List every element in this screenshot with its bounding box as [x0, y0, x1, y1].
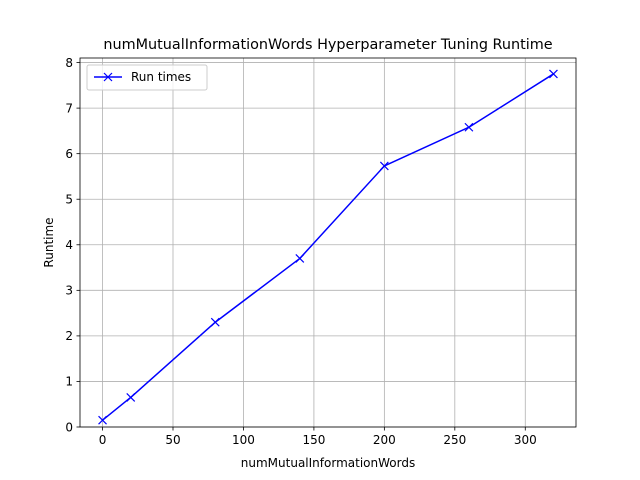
data-point-marker [98, 415, 107, 425]
legend-entry-run-times: Run times [131, 70, 191, 84]
x-tick-label: 0 [99, 433, 107, 447]
x-tick-label: 150 [302, 433, 325, 447]
x-tick-label: 250 [443, 433, 466, 447]
y-tick-label: 2 [65, 329, 73, 343]
chart-title: numMutualInformationWords Hyperparameter… [103, 37, 552, 53]
x-tick-label: 200 [373, 433, 396, 447]
y-tick-label: 6 [65, 147, 73, 161]
axis-ticks: 0 50 100 150 200 250 300 0 1 2 3 4 5 6 7 8 [65, 56, 536, 447]
data-point-marker [464, 122, 474, 132]
y-tick-label: 3 [65, 284, 73, 298]
x-axis-label: numMutualInformationWords [241, 456, 415, 470]
y-tick-label: 4 [65, 238, 73, 252]
data-point-marker [210, 317, 220, 327]
data-point-marker [549, 69, 558, 79]
y-tick-label: 7 [65, 101, 73, 115]
y-tick-label: 1 [65, 375, 73, 389]
x-tick-label: 100 [232, 433, 255, 447]
series-layer [98, 69, 558, 425]
y-tick-label: 5 [65, 193, 73, 207]
legend-box [86, 64, 208, 91]
y-axis-label: Runtime [42, 217, 56, 267]
y-tick-label: 0 [65, 420, 73, 434]
data-point-marker [379, 161, 389, 171]
legend-marker-x [103, 72, 113, 82]
data-point-marker [295, 254, 305, 263]
x-tick-label: 300 [514, 433, 537, 447]
x-tick-label: 50 [165, 433, 180, 447]
legend: Run times [86, 64, 208, 91]
plot-area-frame [79, 57, 577, 428]
data-point-marker [126, 392, 136, 402]
y-tick-label: 8 [65, 56, 73, 70]
